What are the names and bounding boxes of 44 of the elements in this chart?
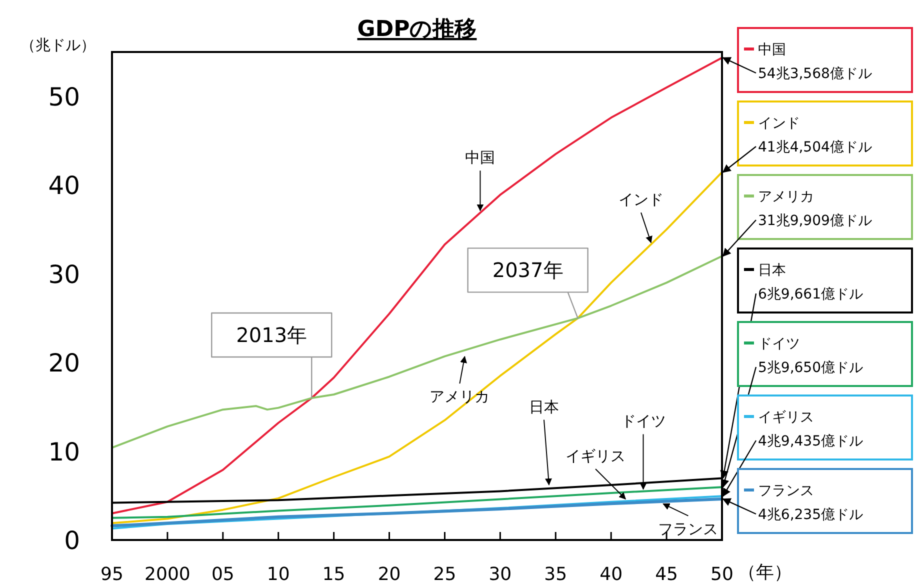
annotation: 2013年 bbox=[236, 323, 308, 348]
annotation: 31兆9,909億ドル bbox=[758, 213, 872, 229]
x-tick-label: 15 bbox=[322, 564, 346, 585]
annotation: フランス bbox=[658, 520, 718, 538]
y-tick-label: 20 bbox=[48, 348, 80, 378]
annotation: 中国 bbox=[465, 148, 496, 167]
annotation: 54兆3,568億ドル bbox=[758, 66, 872, 82]
legend-label: インド bbox=[758, 116, 800, 132]
y-tick-label: 0 bbox=[64, 526, 80, 555]
x-tick-label: 95 bbox=[100, 564, 124, 585]
annotation: 日本 bbox=[528, 398, 559, 416]
y-axis-title: （兆ドル） bbox=[20, 36, 96, 54]
annotation: 4兆9,435億ドル bbox=[758, 434, 863, 450]
x-tick-label: 2000 bbox=[144, 564, 190, 585]
x-tick-label: 35 bbox=[544, 564, 568, 585]
legend-label: アメリカ bbox=[758, 189, 814, 205]
annotation: 5兆9,650億ドル bbox=[758, 360, 863, 376]
chart-title: GDPの推移 bbox=[357, 17, 477, 42]
x-tick-label: 30 bbox=[488, 564, 512, 585]
annotation: インド bbox=[618, 190, 664, 209]
legend-label: ドイツ bbox=[758, 336, 800, 352]
legend-label: フランス bbox=[758, 483, 814, 499]
annotation: アメリカ bbox=[430, 388, 490, 406]
annotation: イギリス bbox=[566, 446, 626, 465]
y-tick-label: 50 bbox=[48, 82, 80, 112]
x-tick-label: 10 bbox=[266, 564, 290, 585]
x-tick-label: 40 bbox=[600, 564, 623, 585]
y-tick-label: 10 bbox=[48, 437, 80, 466]
annotation: 2037年 bbox=[492, 258, 564, 282]
legend-label: イギリス bbox=[758, 410, 814, 426]
x-axis-title: （年） bbox=[738, 562, 792, 583]
x-tick-label: 20 bbox=[378, 564, 401, 585]
x-tick-label: 50 bbox=[710, 564, 734, 585]
x-tick-label: 05 bbox=[211, 564, 234, 585]
annotation: 6兆9,661億ドル bbox=[758, 286, 863, 302]
legend-label: 中国 bbox=[758, 42, 786, 58]
y-tick-label: 30 bbox=[48, 260, 80, 289]
legend-label: 日本 bbox=[758, 262, 786, 278]
y-tick-label: 40 bbox=[48, 171, 80, 200]
annotation: 41兆4,504億ドル bbox=[758, 140, 872, 156]
annotation: 4兆6,235億ドル bbox=[758, 507, 863, 523]
annotation: ドイツ bbox=[620, 412, 666, 430]
x-tick-label: 25 bbox=[433, 564, 456, 585]
x-tick-label: 45 bbox=[655, 564, 678, 585]
